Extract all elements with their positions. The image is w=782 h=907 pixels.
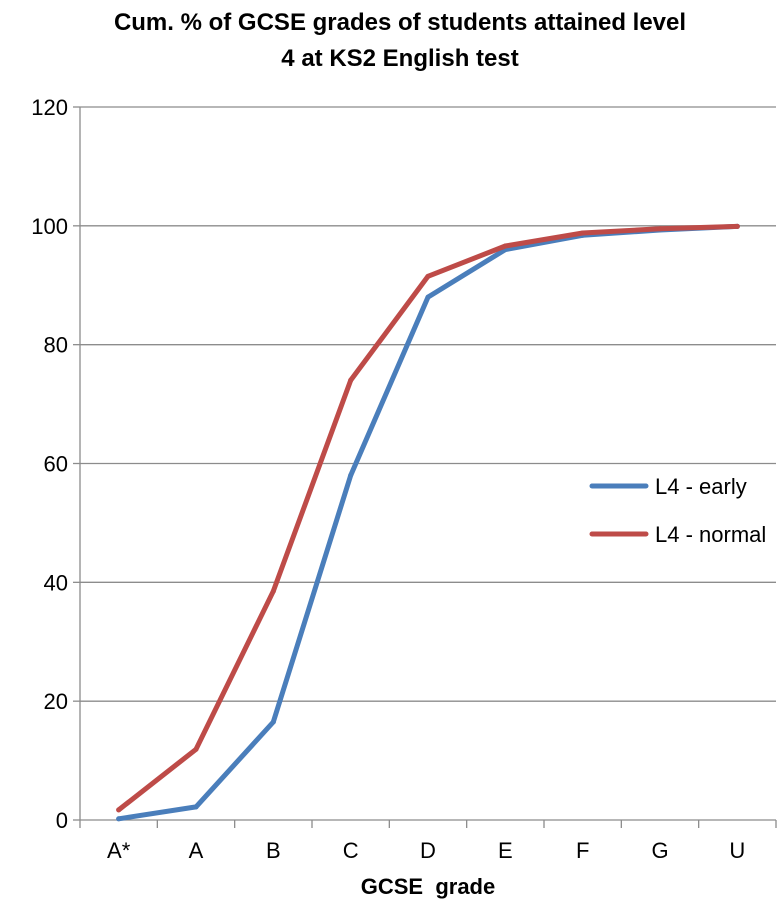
x-axis-title: GCSE grade [361, 874, 495, 899]
legend-label-l4-early: L4 - early [655, 474, 747, 499]
x-tick-label-c: C [343, 838, 359, 863]
y-axis-tick-labels: 0 20 40 60 80 100 120 [31, 95, 68, 833]
series-line-l4-normal [116, 223, 740, 813]
data-point [348, 377, 354, 383]
data-series [116, 223, 740, 822]
x-tick-label-d: D [420, 838, 436, 863]
data-point [270, 588, 276, 594]
data-point [425, 273, 431, 279]
y-tick-label: 0 [56, 808, 68, 833]
x-tick-label-b: B [266, 838, 281, 863]
y-tick-label: 100 [31, 214, 68, 239]
data-point [502, 243, 508, 249]
legend: L4 - early L4 - normal [589, 474, 766, 547]
legend-label-l4-normal: L4 - normal [655, 522, 766, 547]
data-point [657, 226, 663, 232]
x-tick-label-g: G [651, 838, 668, 863]
data-point [348, 472, 354, 478]
x-tick-label-f: F [576, 838, 589, 863]
chart-title-line-1: Cum. % of GCSE grades of students attain… [114, 9, 686, 36]
x-tick-label-a-star: A* [107, 838, 131, 863]
data-point [193, 746, 199, 752]
x-axis-tick-labels: A* A B C D E F G U [107, 838, 745, 863]
data-point [116, 807, 122, 813]
data-point [425, 294, 431, 300]
chart-title-line-2: 4 at KS2 English test [281, 45, 518, 72]
y-tick-label: 60 [44, 452, 68, 477]
data-point [116, 816, 122, 822]
x-tick-label-u: U [729, 838, 745, 863]
y-tick-label: 20 [44, 689, 68, 714]
gridlines [80, 106, 776, 702]
y-tick-label: 120 [31, 95, 68, 120]
data-point [734, 223, 740, 229]
series-line-l4-early [116, 223, 740, 822]
x-tick-label-e: E [498, 838, 513, 863]
data-point [270, 719, 276, 725]
axes [73, 106, 777, 828]
data-point [193, 804, 199, 810]
data-point [580, 230, 586, 236]
y-tick-label: 80 [44, 333, 68, 358]
x-tick-label-a: A [189, 838, 204, 863]
y-tick-label: 40 [44, 570, 68, 595]
